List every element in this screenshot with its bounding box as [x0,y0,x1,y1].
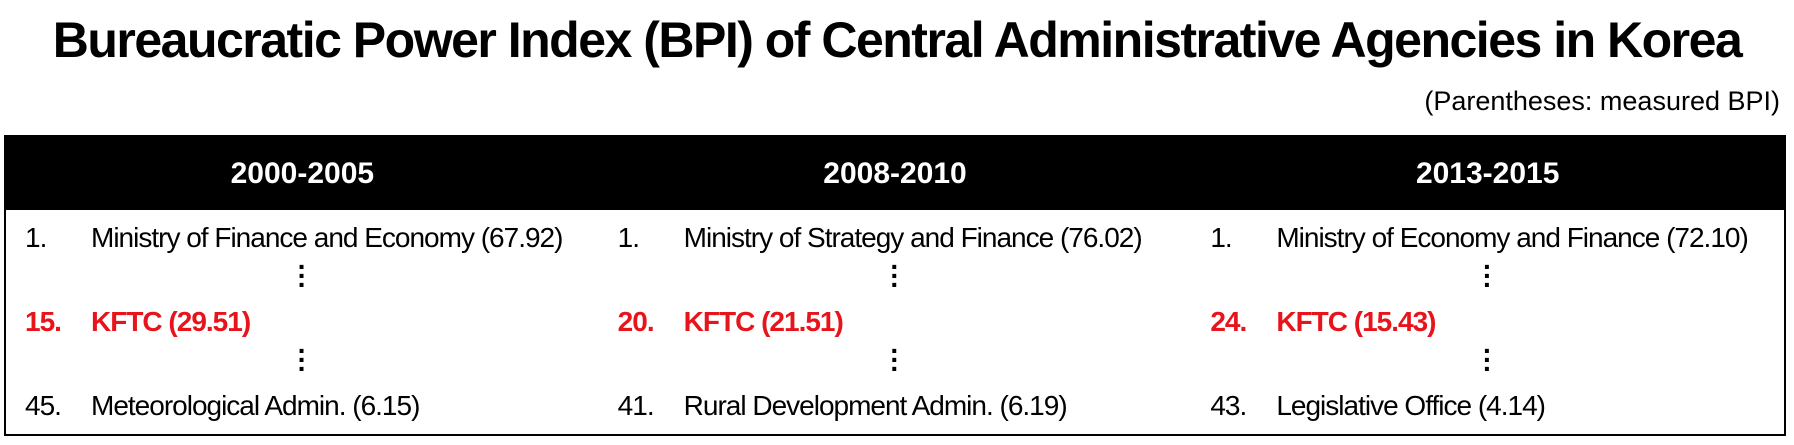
ellipsis-vertical-icon: · · · [297,251,307,300]
kftc-row: 24. KFTC (15.43) [1210,302,1784,342]
top-ranked-agency: 1. Ministry of Finance and Economy (67.92… [25,218,599,258]
agency-label: Meteorological Admin. (6.15) [91,390,420,421]
period-column-2000-2005: 1. Ministry of Finance and Economy (67.92… [6,210,599,434]
ellipsis-vertical-icon: · · · [1483,335,1493,384]
agency-label: Rural Development Admin. (6.19) [683,390,1068,421]
top-ranked-agency: 1. Ministry of Economy and Finance (72.10… [1210,218,1784,258]
top-ranked-agency: 1. Ministry of Strategy and Finance (76.0… [618,218,1192,258]
kftc-row: 15. KFTC (29.51) [25,302,599,342]
period-header-2013-2015: 2013-2015 [1415,157,1560,190]
bpi-ranking-table: 2000-2005 2008-2010 2013-2015 1. Ministry… [4,135,1786,436]
agency-label: KFTC (15.43) [1276,306,1436,337]
bottom-ranked-agency: 41. Rural Development Admin. (6.19) [618,386,1192,426]
period-header-2000-2005: 2000-2005 [230,157,375,190]
agency-label: Ministry of Finance and Economy (67.92) [91,222,563,253]
kftc-row: 20. KFTC (21.51) [618,302,1192,342]
rank-number: 1. [25,222,47,253]
page-title: Bureaucratic Power Index (BPI) of Centra… [52,12,1743,68]
period-header-2008-2010: 2008-2010 [823,157,967,190]
agency-label: KFTC (21.51) [683,306,844,337]
table-body: 1. Ministry of Finance and Economy (67.92… [6,210,1784,434]
bottom-ranked-agency: 45. Meteorological Admin. (6.15) [25,386,599,426]
agency-label: Ministry of Strategy and Finance (76.02) [683,222,1143,253]
period-column-2013-2015: 1. Ministry of Economy and Finance (72.10… [1191,210,1784,434]
rank-number: 20. [617,306,655,337]
rank-number: 45. [25,390,62,421]
rank-number: 24. [1210,306,1247,337]
parentheses-note: (Parentheses: measured BPI) [1424,86,1780,116]
agency-label: Ministry of Economy and Finance (72.10) [1276,222,1748,253]
rank-number: 1. [1210,222,1232,253]
ellipsis-vertical-icon: · · · [1483,251,1493,300]
agency-label: KFTC (29.51) [91,306,251,337]
bottom-ranked-agency: 43. Legislative Office (4.14) [1210,386,1784,426]
table-header: 2000-2005 2008-2010 2013-2015 [6,137,1784,210]
ellipsis-vertical-icon: · · · [890,335,900,384]
period-column-2008-2010: 1. Ministry of Strategy and Finance (76.0… [599,210,1192,434]
rank-number: 41. [617,390,655,421]
ellipsis-vertical-icon: · · · [890,251,900,300]
rank-number: 43. [1210,390,1247,421]
ellipsis-vertical-icon: · · · [297,335,307,384]
rank-number: 1. [617,222,640,253]
rank-number: 15. [25,306,62,337]
agency-label: Legislative Office (4.14) [1276,390,1546,421]
